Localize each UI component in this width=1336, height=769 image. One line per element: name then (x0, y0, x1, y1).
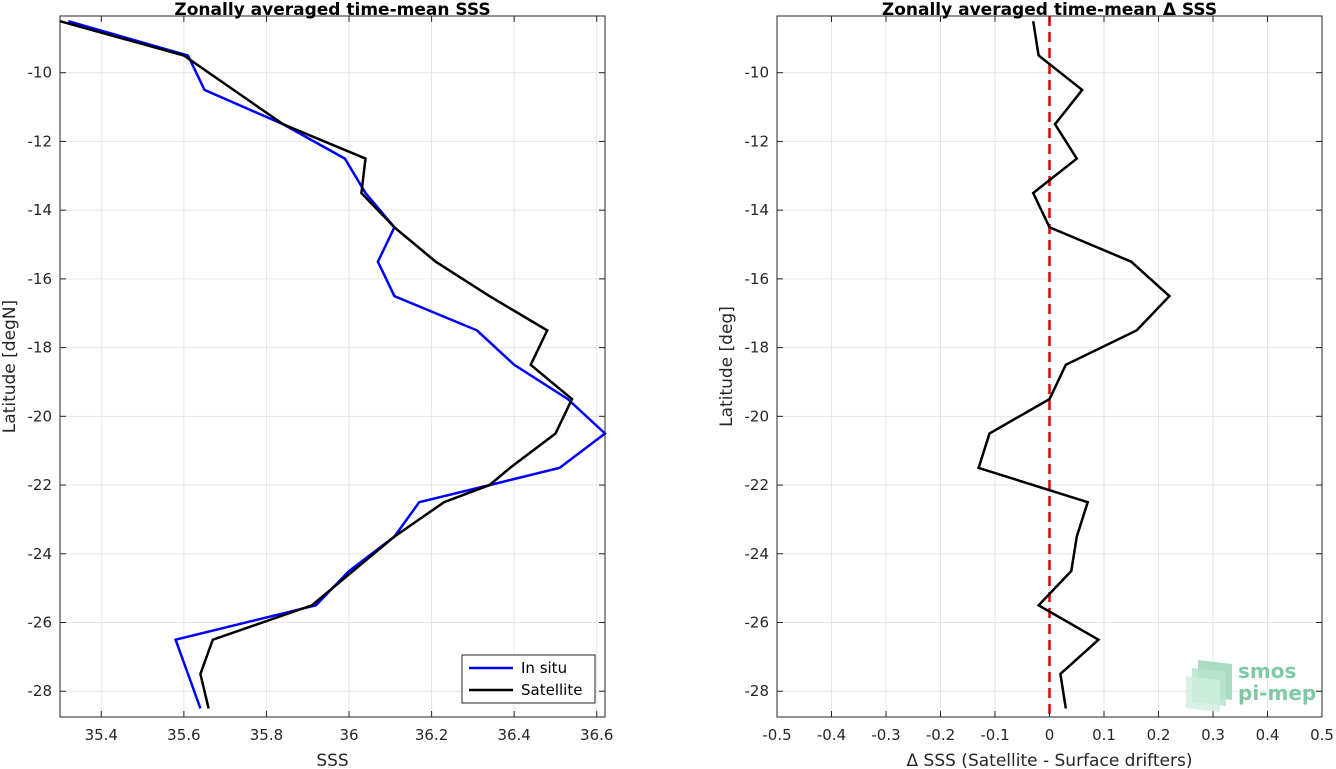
y-tick-labels: -10 -12 -14 -16 -18 -20 -22 -24 -26 -28 (745, 64, 770, 701)
x-tick-label: -0.2 (926, 726, 955, 744)
legend: In situ Satellite (461, 654, 596, 704)
y-tick-label: -14 (745, 201, 770, 219)
y-tick-label: -18 (28, 339, 53, 357)
chart-delta-sss-profile: -0.5 -0.4 -0.3 -0.2 -0.1 0 0.1 0.2 0.3 0.4 0.5 -10… (717, 0, 1334, 769)
y-tick-label: -16 (745, 270, 770, 288)
y-tick-label: -12 (28, 132, 53, 150)
y-tick-label: -26 (745, 614, 770, 632)
y-tick-label: -22 (745, 476, 770, 494)
series-line-in-situ (67, 19, 607, 709)
x-tick-label: 36 (339, 726, 358, 744)
chart-sss-profile: 35.4 35.6 35.8 36 36.2 36.4 36.6 -10-12-14-16-… (0, 0, 613, 769)
logo-text-pi-mep: pi-mep (1238, 681, 1316, 705)
y-axis-label: Latitude [deg] (717, 306, 737, 427)
x-tick-label: 0 (1045, 726, 1055, 744)
y-tick-label: -28 (28, 682, 53, 700)
y-tick-label: -20 (745, 407, 770, 425)
legend-box (461, 654, 596, 704)
axes-frame (59, 15, 606, 718)
x-tick-label: 36.4 (497, 726, 530, 744)
x-tick-label: 35.6 (167, 726, 200, 744)
ticks (60, 16, 605, 717)
x-tick-label: -0.1 (980, 726, 1009, 744)
x-axis-label: SSS (316, 751, 348, 769)
y-tick-label: -18 (745, 339, 770, 357)
y-tick-label: -10 (745, 64, 770, 82)
y-tick-label: -16 (28, 270, 53, 288)
x-tick-label: -0.3 (871, 726, 900, 744)
grid (60, 16, 605, 717)
series-lines (977, 21, 1172, 709)
y-tick-label: -20 (28, 407, 53, 425)
y-tick-labels: -10 -12 -14 -16 -18 -20 -22 -24 -26 -28 (28, 64, 53, 701)
y-axis-label: Latitude [degN] (0, 300, 20, 433)
logo-stack-icon (1186, 660, 1232, 712)
chart-title: Zonally averaged time-mean SSS (174, 0, 490, 20)
legend-label-in-situ: In situ (521, 659, 567, 677)
logo-text-smos: smos (1238, 659, 1296, 683)
x-tick-labels: 35.4 35.6 35.8 36 36.2 36.4 36.6 (85, 726, 614, 744)
smos-pi-mep-logo: smos pi-mep (1186, 659, 1316, 712)
x-tick-labels: -0.5 -0.4 -0.3 -0.2 -0.1 0 0.1 0.2 0.3 0.4 0.5 (762, 726, 1334, 744)
legend-label-satellite: Satellite (521, 681, 582, 699)
y-tick-label: -22 (28, 476, 53, 494)
x-tick-label: 0.2 (1147, 726, 1171, 744)
y-tick-label: -24 (28, 545, 53, 563)
x-tick-label: 35.4 (85, 726, 118, 744)
y-tick-label: -12 (745, 132, 770, 150)
x-tick-label: 36.2 (415, 726, 448, 744)
x-tick-label: 35.8 (250, 726, 283, 744)
series-line-satellite (59, 19, 574, 709)
chart-title: Zonally averaged time-mean Δ SSS (882, 0, 1217, 20)
y-tick-label: -14 (28, 201, 53, 219)
y-tick-label: -28 (745, 682, 770, 700)
x-tick-label: -0.5 (762, 726, 791, 744)
series-lines (59, 19, 607, 709)
x-tick-label: 0.5 (1310, 726, 1334, 744)
x-tick-label: 0.1 (1092, 726, 1116, 744)
x-tick-label: 0.3 (1201, 726, 1225, 744)
y-tick-label: -26 (28, 614, 53, 632)
ticks (776, 16, 1323, 717)
x-tick-label: -0.4 (817, 726, 846, 744)
y-tick-label: -10 (28, 64, 53, 82)
x-axis-label: Δ SSS (Satellite - Surface drifters) (907, 751, 1193, 769)
y-tick-label: -24 (745, 545, 770, 563)
series-line-delta-sss (977, 21, 1172, 709)
x-tick-label: 0.4 (1256, 726, 1280, 744)
x-tick-label: 36.6 (580, 726, 613, 744)
